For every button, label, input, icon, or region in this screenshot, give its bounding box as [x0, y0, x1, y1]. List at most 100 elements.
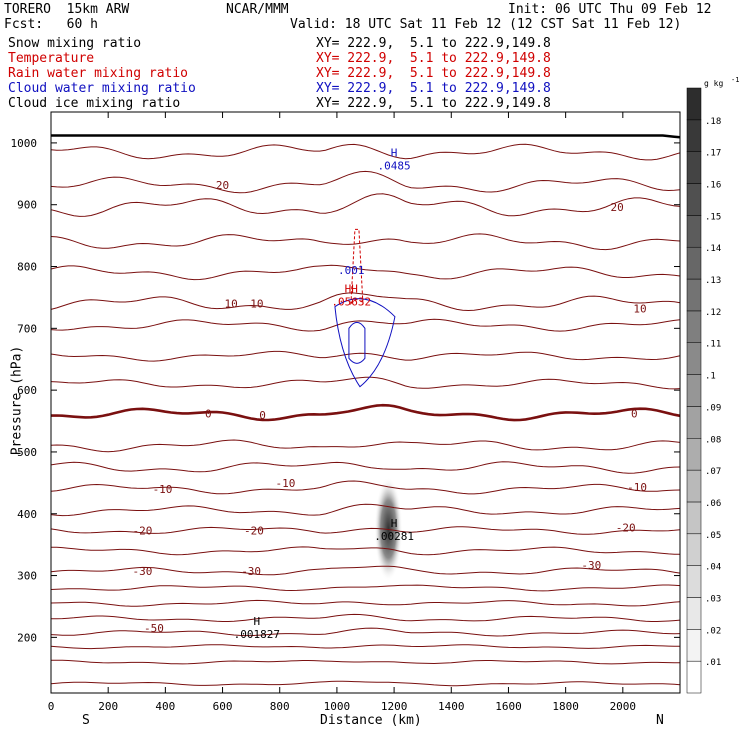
colorbar-segment — [686, 660, 702, 694]
colorbar-segment — [686, 533, 702, 566]
temperature-label: 10 — [224, 298, 237, 311]
y-tick-label: 700 — [17, 322, 37, 335]
temperature-contour — [50, 613, 681, 622]
colorbar-segment — [686, 342, 702, 375]
temperature-contour — [50, 143, 681, 161]
colorbar-segment — [686, 278, 702, 312]
temperature-label: -10 — [276, 477, 296, 490]
plot-frame — [50, 111, 681, 694]
colorbar-segment — [686, 597, 702, 630]
temperature-contour — [50, 318, 681, 332]
temperature-label: 0 — [631, 408, 638, 421]
cloud-water-contour — [334, 298, 396, 388]
colorbar-segment — [686, 246, 702, 280]
colorbar-tick-label: .17 — [705, 149, 721, 159]
rain-water-contour — [350, 228, 364, 306]
colorbar-segment — [686, 374, 702, 407]
x-tick-label: 800 — [270, 700, 290, 713]
temperature-label: 0 — [205, 408, 212, 421]
colorbar-segment — [686, 406, 702, 439]
colorbar-tick-label: .11 — [705, 340, 721, 350]
colorbar-tick-label: .16 — [705, 181, 721, 191]
y-tick-label: 300 — [17, 570, 37, 583]
colorbar-segment — [686, 501, 702, 535]
colorbar-unit-exponent: -1 — [731, 76, 739, 84]
field-temperature: Temperature — [8, 51, 95, 66]
temperature-contour — [50, 376, 681, 390]
extremum-value: .05632 — [331, 296, 371, 309]
colorbar-tick-label: .02 — [705, 626, 721, 636]
colorbar-tick-label: .06 — [705, 499, 721, 509]
x-tick-label: 1800 — [552, 700, 579, 713]
temperature-contour — [50, 439, 681, 453]
x-axis-title: Distance (km) — [320, 713, 422, 728]
colorbar-tick-label: .07 — [705, 467, 721, 477]
colorbar-tick-label: .08 — [705, 435, 721, 445]
terrain-line — [51, 134, 681, 139]
extremum-value: .001827 — [234, 628, 280, 641]
y-tick-label: 400 — [17, 508, 37, 521]
temperature-label: -20 — [244, 524, 264, 537]
x-tick-label: 200 — [98, 700, 118, 713]
colorbar-tick-label: .15 — [705, 212, 721, 222]
model-title: TORERO 15km ARW — [4, 2, 130, 17]
colorbar-segment — [686, 438, 702, 471]
init-time: Init: 06 UTC Thu 09 Feb 12 — [508, 2, 712, 17]
x-tick-label: 1400 — [438, 700, 465, 713]
field-temperature-xy: XY= 222.9, 5.1 to 222.9,149.8 — [316, 51, 551, 66]
y-tick-label: 200 — [17, 631, 37, 644]
temperature-contour — [50, 680, 681, 687]
temperature-label: 10 — [633, 303, 646, 316]
temperature-contour — [50, 565, 681, 576]
x-tick-label: 1000 — [324, 700, 351, 713]
y-tick-label: 800 — [17, 261, 37, 274]
field-snow-xy: XY= 222.9, 5.1 to 222.9,149.8 — [316, 36, 551, 51]
temperature-contour — [50, 627, 681, 637]
colorbar-tick-label: .14 — [705, 244, 721, 254]
x-tick-label: 0 — [48, 700, 55, 713]
temperature-contour — [50, 644, 680, 650]
field-snow: Snow mixing ratio — [8, 36, 142, 51]
colorbar-tick-label: .01 — [705, 658, 721, 668]
temperature-contour — [50, 264, 681, 281]
temperature-contour — [50, 599, 681, 607]
temperature-label: 20 — [610, 201, 623, 214]
endpoint-right: N — [656, 713, 664, 728]
colorbar-segment — [686, 215, 702, 248]
field-cloud-water-xy: XY= 222.9, 5.1 to 222.9,149.8 — [316, 81, 551, 96]
temperature-label: -50 — [144, 622, 164, 635]
temperature-label: 0 — [259, 409, 266, 422]
temperature-label: 10 — [250, 298, 263, 311]
colorbar-tick-label: .05 — [705, 531, 721, 541]
temperature-contour — [50, 546, 680, 556]
extremum-value: .00281 — [374, 530, 414, 543]
org-label: NCAR/MMM — [226, 2, 289, 17]
colorbar-segment — [686, 310, 702, 343]
temperature-contour — [51, 659, 681, 665]
temperature-contour — [50, 292, 681, 312]
x-tick-label: 2000 — [610, 700, 637, 713]
temperature-contour — [50, 461, 681, 474]
temperature-label: -30 — [133, 565, 153, 578]
colorbar-segment — [686, 151, 702, 184]
temperature-contour — [50, 584, 681, 592]
temperature-contour — [50, 503, 681, 517]
colorbar-tick-label: .1 — [705, 372, 716, 382]
colorbar-tick-label: .04 — [705, 563, 721, 573]
colorbar-segment — [686, 629, 702, 662]
y-axis-title: Pressure (hPa) — [9, 345, 25, 456]
temperature-label: -10 — [153, 483, 173, 496]
field-rain: Rain water mixing ratio — [8, 66, 189, 81]
y-tick-label: 600 — [17, 384, 37, 397]
extremum-marker: HH — [345, 283, 358, 296]
colorbar-tick-label: .13 — [705, 276, 721, 286]
temperature-contour — [50, 403, 681, 422]
endpoint-left: S — [82, 713, 90, 728]
extremum-value: .001 — [338, 264, 365, 277]
temperature-label: -20 — [133, 524, 153, 537]
temperature-label: -30 — [241, 565, 261, 578]
colorbar-tick-label: .12 — [705, 308, 721, 318]
x-tick-label: 1200 — [381, 700, 408, 713]
temperature-contour — [50, 233, 681, 251]
temperature-contour — [50, 350, 681, 362]
